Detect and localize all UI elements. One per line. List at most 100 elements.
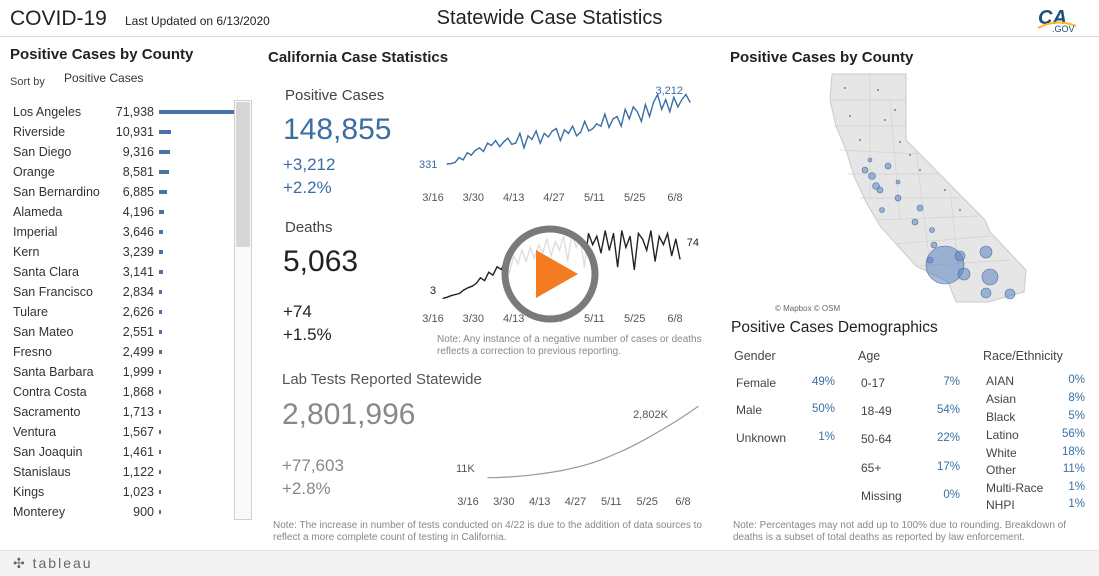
lab-tests-cumulative-point (634, 444, 636, 446)
deaths-daily-point (471, 285, 473, 287)
county-list-scrollbar[interactable] (234, 100, 252, 520)
positive-cases-daily-point (555, 128, 557, 130)
county-row[interactable]: Kings 1,023 (10, 482, 235, 502)
county-row[interactable]: San Mateo 2,551 (10, 322, 235, 342)
positive-cases-daily-point (527, 135, 529, 137)
county-row[interactable]: Imperial 3,646 (10, 222, 235, 242)
county-row[interactable]: Tulare 2,626 (10, 302, 235, 322)
tableau-logo[interactable]: ✣ tableau (13, 555, 93, 572)
county-row[interactable]: Kern 3,239 (10, 242, 235, 262)
county-row[interactable]: Stanislaus 1,122 (10, 462, 235, 482)
lab-tests-cumulative-point (539, 473, 542, 475)
positive-cases-chart[interactable]: 3/16 3/30 4/13 4/27 5/11 5/25 6/8 331 3,212 (415, 80, 700, 205)
county-row[interactable]: Santa Barbara 1,999 (10, 362, 235, 382)
positive-cases-daily-point (673, 96, 675, 98)
county-row[interactable]: Fresno 2,499 (10, 342, 235, 362)
ca-gov-logo[interactable]: CA .GOV (1036, 4, 1078, 34)
age-pct: 0% (943, 489, 960, 501)
positive-cases-daily-point (454, 161, 456, 163)
positive-cases-daily-point (572, 125, 574, 127)
deaths-daily-point (612, 232, 615, 235)
race-pct: 8% (1068, 392, 1085, 404)
deaths-daily-point (454, 293, 457, 296)
deaths-daily-point (666, 232, 669, 235)
county-row[interactable]: San Joaquin 1,461 (10, 442, 235, 462)
county-row[interactable]: San Diego 9,316 (10, 142, 235, 162)
deaths-daily-point (658, 235, 660, 237)
positive-cases-daily-point (600, 125, 602, 127)
lab-tests-cumulative-point (550, 471, 552, 473)
county-value: 900 (133, 505, 154, 519)
positive-cases-daily-point (563, 129, 565, 131)
x-tick-label: 6/8 (667, 313, 682, 325)
county-name: Kings (13, 485, 45, 499)
tableau-brand: tableau (32, 555, 93, 571)
county-bar (159, 170, 169, 174)
county-value: 10,931 (115, 125, 154, 139)
play-video-button[interactable] (500, 224, 600, 324)
deaths-daily-point (446, 296, 448, 298)
county-name: Monterey (13, 505, 66, 519)
positive-cases-daily-point (535, 130, 537, 132)
county-row[interactable]: Orange 8,581 (10, 162, 235, 182)
gender-pct: 49% (811, 376, 835, 388)
deaths-daily-point (621, 230, 623, 232)
county-value: 4,196 (122, 205, 154, 219)
county-bar (159, 130, 171, 134)
positive-cases-daily-point (495, 140, 497, 142)
county-row[interactable]: Monterey 900 (10, 502, 235, 522)
county-row[interactable]: Santa Clara 3,141 (10, 262, 235, 282)
map-credit[interactable]: © Mapbox © OSM (775, 304, 841, 313)
lab-tests-cumulative-point (686, 413, 689, 415)
scrollbar-thumb[interactable] (236, 102, 250, 247)
x-tick-label: 4/13 (503, 192, 524, 204)
county-row[interactable]: Alameda 4,196 (10, 202, 235, 222)
race-label: NHPI (986, 498, 1015, 512)
gender-label: Unknown (736, 431, 787, 445)
small-case-dots (844, 87, 961, 211)
x-tick-label: 4/27 (565, 496, 586, 508)
county-row[interactable]: Ventura 1,567 (10, 422, 235, 442)
county-name: Sacramento (13, 405, 81, 419)
header: COVID-19 Last Updated on 6/13/2020 State… (0, 0, 1099, 37)
race-pct: 1% (1068, 481, 1085, 493)
deaths-increase: +74 (283, 302, 312, 321)
county-name: Imperial (13, 225, 58, 239)
race-label: Latino (986, 428, 1019, 442)
race-label: AIAN (986, 374, 1015, 388)
county-bar (159, 250, 163, 254)
positive-cases-daily-point (592, 128, 594, 130)
lab-tests-chart[interactable]: 3/16 3/30 4/13 4/27 5/11 5/25 6/8 11K 2,802K (448, 398, 703, 514)
county-row[interactable]: Sacramento 1,713 (10, 402, 235, 422)
gender-label: Male (736, 403, 763, 417)
sort-by-dropdown[interactable]: Positive Cases (64, 71, 144, 85)
positive-cases-daily-point (596, 123, 598, 125)
positive-cases-daily-point (689, 101, 691, 103)
positive-cases-daily-point (458, 156, 460, 159)
deaths-daily-point (617, 266, 619, 268)
lab-tests-cumulative-point (665, 426, 668, 428)
county-row[interactable]: Riverside 10,931 (10, 122, 235, 142)
gender-pct: 50% (811, 403, 835, 415)
positive-cases-daily-point (511, 143, 513, 145)
x-tick-label: 4/13 (529, 496, 550, 508)
county-name: Alameda (13, 205, 63, 219)
ca-gov-logo-icon: CA .GOV (1037, 7, 1077, 34)
county-name: Orange (13, 165, 55, 179)
county-row[interactable]: Contra Costa 1,868 (10, 382, 235, 402)
california-map[interactable] (820, 70, 1030, 305)
county-row[interactable]: Los Angeles 71,938 (10, 102, 235, 122)
positive-cases-daily-point (470, 154, 472, 156)
age-label: 65+ (861, 461, 882, 475)
county-row[interactable]: San Bernardino 6,885 (10, 182, 235, 202)
logo-text: CA (1038, 7, 1067, 29)
lab-tests-cumulative-point (529, 474, 531, 476)
x-tick-label: 5/25 (624, 313, 645, 325)
deaths-label: Deaths (285, 219, 333, 236)
ca-stats-title: California Case Statistics (268, 49, 449, 66)
county-bar (159, 150, 170, 154)
deaths-daily-point (442, 297, 444, 299)
age-label: 0-17 (861, 376, 886, 390)
county-row[interactable]: San Francisco 2,834 (10, 282, 235, 302)
deaths-daily-point (500, 268, 502, 271)
